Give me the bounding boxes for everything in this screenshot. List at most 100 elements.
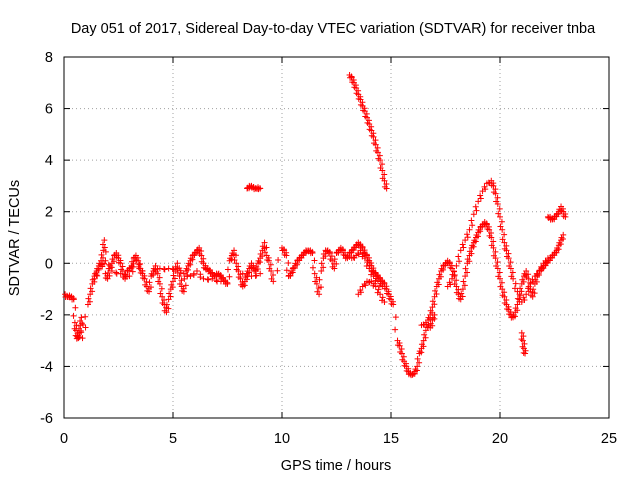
- data-point: [163, 309, 170, 316]
- data-point: [492, 255, 499, 262]
- data-point: [82, 313, 89, 320]
- data-point: [466, 248, 473, 255]
- tick-labels: 0 5 10 15 20 25 -6 -4 -2 0 2 4 6 8: [40, 50, 617, 447]
- x-tick-label: 10: [274, 431, 290, 447]
- data-point: [320, 264, 327, 271]
- data-point: [333, 260, 340, 267]
- data-point: [432, 287, 439, 294]
- data-point: [511, 285, 518, 292]
- data-point: [231, 247, 238, 254]
- data-point: [182, 282, 189, 289]
- data-point: [431, 311, 438, 318]
- data-point: [85, 295, 92, 302]
- data-point: [257, 270, 264, 277]
- data-point: [316, 276, 323, 283]
- data-point: [490, 244, 497, 251]
- data-point: [510, 275, 517, 282]
- data-point: [224, 266, 231, 273]
- data-point: [416, 359, 423, 366]
- data-point: [436, 271, 443, 278]
- data-point: [449, 275, 456, 282]
- data-point: [481, 183, 488, 190]
- data-point: [497, 223, 504, 230]
- x-axis-label: GPS time / hours: [281, 458, 391, 474]
- data-point: [529, 293, 536, 300]
- data-point: [231, 256, 238, 263]
- data-point: [87, 285, 94, 292]
- data-point: [187, 273, 194, 280]
- data-point: [309, 249, 316, 256]
- data-point: [494, 194, 501, 201]
- data-point: [146, 279, 153, 286]
- data-point: [141, 275, 148, 282]
- data-point: [99, 241, 106, 248]
- data-point: [109, 256, 116, 263]
- data-point: [91, 275, 98, 282]
- data-point: [180, 270, 187, 277]
- data-point: [268, 268, 275, 275]
- data-point: [146, 288, 153, 295]
- data-point: [458, 290, 465, 297]
- data-point: [422, 334, 429, 341]
- data-point: [71, 319, 78, 326]
- data-point: [530, 286, 537, 293]
- data-point: [75, 325, 82, 332]
- data-point: [421, 331, 428, 338]
- y-tick-label: 4: [45, 153, 53, 169]
- data-point: [174, 260, 181, 267]
- data-point: [379, 167, 386, 174]
- data-point: [257, 250, 264, 257]
- data-point: [498, 218, 505, 225]
- data-point: [434, 279, 441, 286]
- data-point: [98, 251, 105, 258]
- data-point: [158, 285, 165, 292]
- data-point: [265, 257, 272, 264]
- x-tick-label: 5: [169, 431, 177, 447]
- data-point: [496, 269, 503, 276]
- data-point: [523, 268, 530, 275]
- data-point: [462, 237, 469, 244]
- data-point: [205, 276, 212, 283]
- data-point: [560, 231, 567, 238]
- x-tick-label: 25: [601, 431, 617, 447]
- data-point: [163, 301, 170, 308]
- data-point: [262, 249, 269, 256]
- data-point: [379, 283, 386, 290]
- data-point: [170, 266, 177, 273]
- y-tick-label: -2: [40, 308, 53, 324]
- data-point: [464, 234, 471, 241]
- data-point: [514, 288, 521, 295]
- data-point: [494, 200, 501, 207]
- data-point: [285, 260, 292, 267]
- data-point: [283, 252, 290, 259]
- data-point: [77, 318, 84, 325]
- data-point: [375, 286, 382, 293]
- data-point: [166, 290, 173, 297]
- data-point: [519, 337, 526, 344]
- data-point: [171, 275, 178, 282]
- data-point: [517, 292, 524, 299]
- data-point: [357, 287, 364, 294]
- data-point: [94, 272, 101, 279]
- data-point: [469, 222, 476, 229]
- data-point: [170, 272, 177, 279]
- data-point: [190, 270, 197, 277]
- data-point: [495, 210, 502, 217]
- data-point: [177, 269, 184, 276]
- data-point: [470, 211, 477, 218]
- x-tick-label: 15: [383, 431, 399, 447]
- data-point: [505, 255, 512, 262]
- data-point: [156, 274, 163, 281]
- data-point: [509, 269, 516, 276]
- data-point: [497, 213, 503, 220]
- data-point: [105, 269, 112, 276]
- data-point: [459, 286, 466, 293]
- data-point: [317, 284, 324, 291]
- data-point: [102, 248, 109, 255]
- data-point: [507, 265, 514, 272]
- data-point: [473, 207, 480, 214]
- data-point: [523, 291, 530, 298]
- data-point: [259, 243, 266, 250]
- data-point: [357, 247, 364, 254]
